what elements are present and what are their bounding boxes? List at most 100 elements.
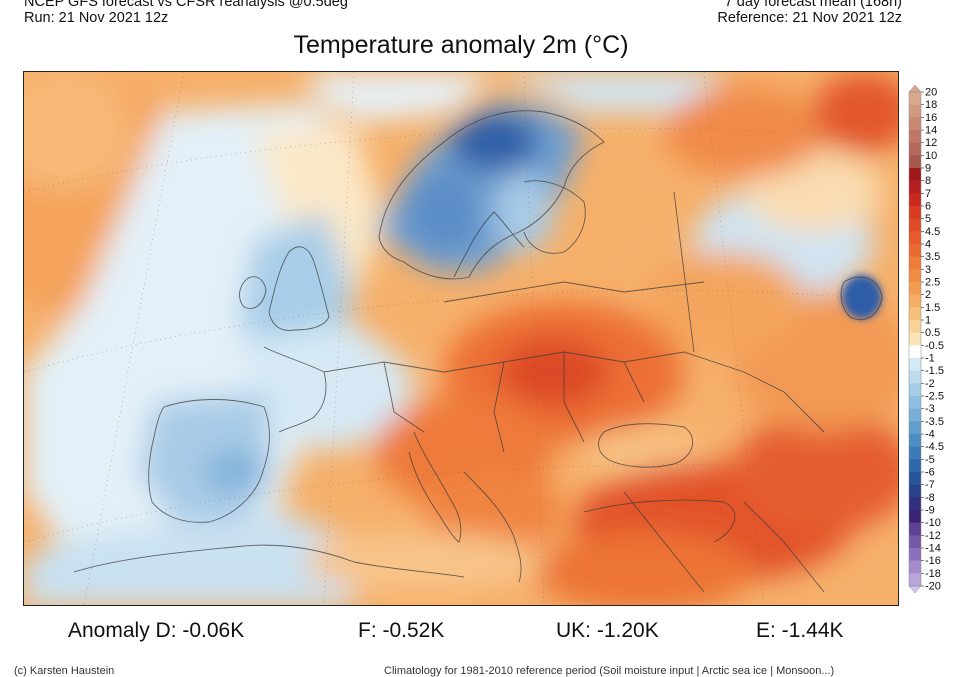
colorbar-swatch <box>909 358 921 371</box>
colorbar-label: 3.5 <box>925 251 940 263</box>
footnote-text: Climatology for 1981-2010 reference peri… <box>384 665 835 677</box>
colorbar-swatch <box>909 104 921 118</box>
colorbar-swatch <box>909 294 921 308</box>
colorbar-label: -18 <box>925 568 941 580</box>
colorbar-swatch <box>909 472 921 485</box>
colorbar-max-arrow <box>908 84 922 93</box>
colorbar-label: -14 <box>925 543 941 555</box>
colorbar-label: -1.5 <box>925 365 944 377</box>
colorbar-label: -3 <box>925 403 935 415</box>
colorbar-swatch <box>909 282 921 295</box>
colorbar-swatch <box>909 92 921 105</box>
colorbar-swatch <box>909 193 921 207</box>
colorbar-swatch <box>909 218 921 232</box>
colorbar-label: 18 <box>925 99 937 111</box>
credit-text: (c) Karsten Haustein <box>14 665 115 677</box>
colorbar-label: -4 <box>925 429 935 441</box>
colorbar-label: 10 <box>925 150 937 162</box>
regional-anomalies: Anomaly D: -0.06K F: -0.52K UK: -1.20K E… <box>0 619 960 649</box>
colorbar-label: -16 <box>925 555 941 567</box>
forecast-period-text: 7 day forecast mean (168h) <box>724 0 902 10</box>
colorbar-label: -4.5 <box>925 441 944 453</box>
colorbar-min-arrow <box>908 585 922 594</box>
forecast-info: 7 day forecast mean (168h) Reference: 21… <box>717 0 902 26</box>
colorbar-label: 8 <box>925 175 931 187</box>
colorbar-label: 14 <box>925 125 937 137</box>
colorbar-swatch <box>909 522 921 536</box>
anomaly-france: F: -0.52K <box>358 619 445 642</box>
anomaly-uk: UK: -1.20K <box>556 619 659 642</box>
colorbar-swatch <box>909 256 921 270</box>
colorbar-swatch <box>909 345 921 359</box>
colorbar-label: -9 <box>925 505 935 517</box>
reference-date-text: Reference: 21 Nov 2021 12z <box>717 10 902 26</box>
cold-spot <box>842 275 882 319</box>
colorbar-label: -2 <box>925 378 935 390</box>
graticule <box>24 72 898 605</box>
colorbar-label: 12 <box>925 137 937 149</box>
colorbar-label: 1.5 <box>925 302 940 314</box>
footer: (c) Karsten Haustein Climatology for 198… <box>0 663 960 677</box>
run-info: NCEP GFS forecast vs CFSR reanalysis @0.… <box>24 0 348 26</box>
colorbar-label: -7 <box>925 479 935 491</box>
colorbar-swatch <box>909 206 921 219</box>
colorbar-swatch <box>909 421 921 435</box>
colorbar-label: 2.5 <box>925 277 940 289</box>
colorbar-swatch <box>909 244 921 257</box>
colorbar-label: 6 <box>925 201 931 213</box>
colorbar-swatch <box>909 459 921 473</box>
colorbar-swatch <box>909 484 921 498</box>
run-date-text: Run: 21 Nov 2021 12z <box>24 10 169 26</box>
colorbar-swatch <box>909 573 921 587</box>
colorbar-swatch <box>909 548 921 561</box>
colorbar-swatch <box>909 510 921 523</box>
colorbar-swatch <box>909 130 921 143</box>
colorbar-label: -12 <box>925 530 941 542</box>
colorbar-swatch <box>909 269 921 283</box>
colorbar-label: 4.5 <box>925 226 940 238</box>
colorbar-swatch <box>909 180 921 194</box>
colorbar-label: -20 <box>925 581 941 593</box>
colorbar-legend: 201816141210987654.543.532.521.510.5-0.5… <box>908 84 944 594</box>
colorbar-swatch <box>909 535 921 549</box>
colorbar-label: -3.5 <box>925 416 944 428</box>
colorbar-swatch <box>909 396 921 409</box>
colorbar-label: 0.5 <box>925 327 940 339</box>
colorbar-swatch <box>909 408 921 422</box>
anomaly-germany: Anomaly D: -0.06K <box>68 619 245 642</box>
colorbar-label: 7 <box>925 188 931 200</box>
colorbar-label: 3 <box>925 264 931 276</box>
colorbar-swatch <box>909 497 921 511</box>
colorbar-swatch <box>909 446 921 460</box>
colorbar-label: 9 <box>925 163 931 175</box>
colorbar-swatch <box>909 168 921 181</box>
colorbar-label: 4 <box>925 239 931 251</box>
colorbar-swatch <box>909 142 921 156</box>
colorbar-label: -2.5 <box>925 391 944 403</box>
anomaly-spain: E: -1.44K <box>756 619 844 642</box>
colorbar-label: 1 <box>925 315 931 327</box>
colorbar-swatch <box>909 320 921 333</box>
colorbar-swatch <box>909 155 921 169</box>
colorbar-label: -6 <box>925 467 935 479</box>
model-info-text: NCEP GFS forecast vs CFSR reanalysis @0.… <box>24 0 348 10</box>
colorbar-frame <box>908 91 922 587</box>
colorbar-label: 5 <box>925 213 931 225</box>
colorbar-label: -8 <box>925 492 935 504</box>
colorbar-label: -0.5 <box>925 340 944 352</box>
colorbar-label: -10 <box>925 517 941 529</box>
colorbar-swatch <box>909 231 921 245</box>
colorbar-swatch <box>909 307 921 321</box>
colorbar-label: 16 <box>925 112 937 124</box>
colorbar-swatch <box>909 117 921 131</box>
temperature-anomaly-map <box>23 71 899 606</box>
colorbar-swatch <box>909 370 921 384</box>
colorbar-label: -1 <box>925 353 935 365</box>
map-title: Temperature anomaly 2m (°C) <box>293 31 629 59</box>
colorbar-label: -5 <box>925 454 935 466</box>
colorbar-swatch <box>909 332 921 346</box>
colorbar-swatch <box>909 434 921 447</box>
colorbar-label: 2 <box>925 289 931 301</box>
colorbar-swatch <box>909 560 921 574</box>
coastlines <box>73 110 883 593</box>
